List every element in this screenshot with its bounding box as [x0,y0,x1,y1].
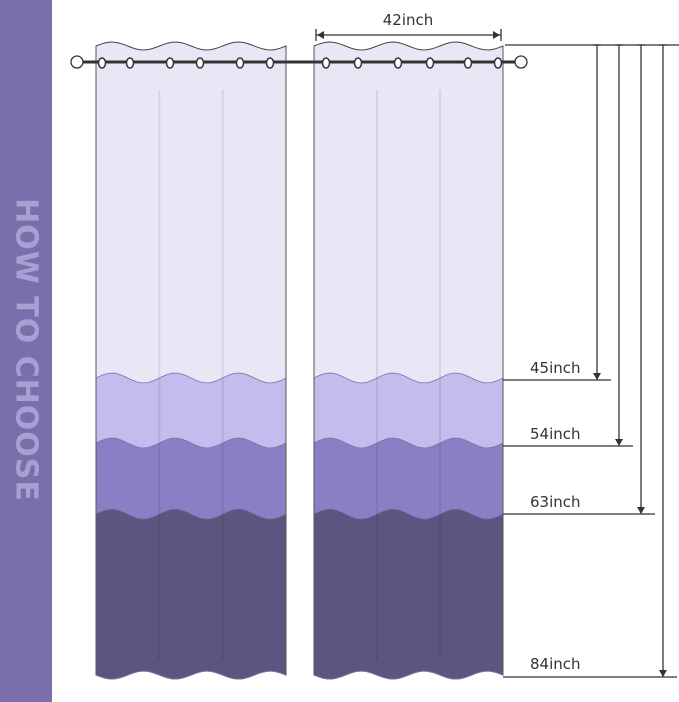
grommet [195,57,205,69]
arrow-head-icon [615,439,623,446]
rod-finial-icon [70,55,84,69]
curtain-rod [70,55,528,69]
arrow-right-icon [493,31,500,39]
grommet [165,57,175,69]
panel-edge [313,46,504,675]
arrow-head-icon [659,670,667,677]
grommet [463,57,473,69]
grommet [393,57,403,69]
length-label-54: 54inch [530,425,581,443]
panel-edge [95,46,287,675]
length-label-45: 45inch [530,359,581,377]
rod-finial-icon [514,55,528,69]
grommet [321,57,331,69]
length-label-63: 63inch [530,493,581,511]
curtain-band [95,508,287,680]
arrow-head-icon [637,507,645,514]
grommet [97,57,107,69]
arrow-left-icon [317,31,324,39]
grommet [493,57,503,69]
grommet [265,57,275,69]
curtain-band [313,508,504,680]
grommet [425,57,435,69]
curtain-panel-2 [313,41,504,680]
arrow-head-icon [593,373,601,380]
sidebar-banner: HOW TO CHOOSE [0,0,52,702]
grommet [235,57,245,69]
length-label-84: 84inch [530,655,581,673]
curtain-panel-1 [95,41,287,680]
grommet [353,57,363,69]
width-label: 42inch [383,11,434,29]
grommet [125,57,135,69]
